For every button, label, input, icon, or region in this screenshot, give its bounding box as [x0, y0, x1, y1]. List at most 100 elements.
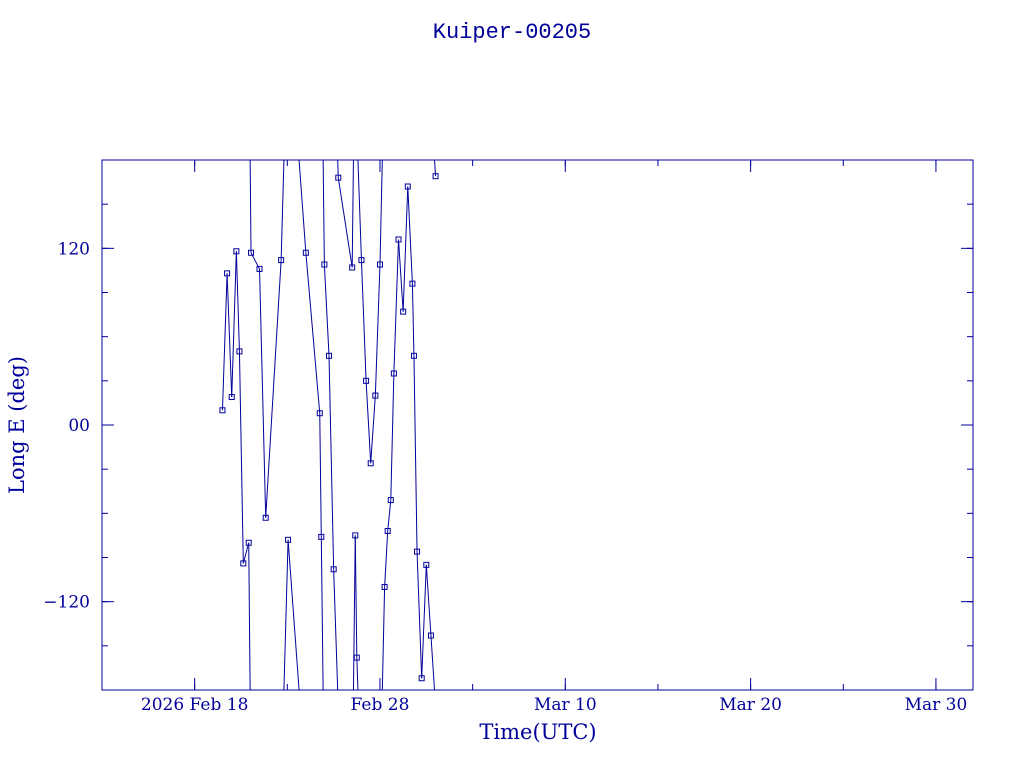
data-point-marker	[353, 654, 360, 661]
series-segment	[248, 542, 251, 691]
y-tick-label: 00	[68, 416, 90, 436]
series-segment	[238, 351, 244, 564]
series-segment	[265, 260, 282, 518]
series-segment	[411, 283, 415, 356]
series-segment	[430, 635, 436, 691]
series-segment	[356, 657, 359, 691]
x-tick-label: Mar 10	[534, 695, 597, 715]
data-point-marker	[395, 236, 402, 243]
data-point-marker	[228, 394, 235, 401]
longitude-series	[221, 159, 437, 691]
series-segment	[320, 536, 324, 691]
data-point-marker	[372, 392, 379, 399]
data-point-marker	[400, 308, 407, 315]
data-point-marker	[316, 410, 323, 417]
series-segment	[398, 239, 404, 312]
series-segment	[387, 500, 392, 532]
series-segment	[384, 530, 389, 587]
series-segment	[221, 273, 228, 411]
data-point-marker	[236, 348, 243, 355]
data-point-marker	[302, 249, 309, 256]
series-segment	[352, 535, 356, 691]
series-segment	[365, 380, 372, 464]
data-point-marker	[409, 280, 416, 287]
data-point-marker	[404, 183, 411, 190]
y-tick-label: −120	[43, 593, 90, 613]
data-point-marker	[418, 675, 425, 682]
data-point-marker	[285, 536, 292, 543]
series-segment	[381, 586, 386, 691]
series-segment	[287, 539, 300, 691]
data-point-marker	[390, 370, 397, 377]
x-tick-label: Feb 28	[351, 695, 410, 715]
series-segment	[357, 159, 362, 261]
series-segment	[319, 413, 322, 537]
series-segment	[425, 564, 432, 636]
series-segment	[231, 251, 237, 398]
data-point-marker	[387, 497, 394, 504]
data-point-marker	[278, 257, 285, 264]
y-tick-labels: −120 00 120	[43, 239, 90, 612]
series-segment	[416, 551, 423, 679]
series-segment	[242, 542, 250, 564]
series-segment	[283, 539, 289, 691]
data-point-marker	[384, 528, 391, 534]
series-segment	[379, 159, 383, 265]
series-segment	[328, 355, 335, 570]
data-point-marker	[358, 257, 365, 264]
data-point-marker	[414, 548, 421, 555]
series-segment	[370, 395, 376, 464]
data-point-marker	[318, 533, 325, 540]
series-segment	[407, 186, 413, 284]
data-point-marker	[349, 264, 356, 271]
series-segment	[402, 186, 409, 312]
series-segment	[351, 159, 354, 268]
data-point-marker	[224, 270, 231, 277]
data-point-marker	[326, 352, 333, 359]
chart-title: Kuiper-00205	[433, 20, 591, 45]
data-point-marker	[262, 514, 269, 521]
series-segment	[249, 159, 252, 253]
series-segment	[305, 252, 321, 414]
longitude-markers	[219, 173, 439, 682]
series-segment	[322, 159, 325, 265]
series-segment	[298, 159, 307, 253]
data-point-marker	[256, 265, 263, 272]
series-segment	[337, 177, 353, 268]
data-point-marker	[363, 377, 370, 384]
series-segment	[413, 355, 418, 552]
data-point-marker	[330, 566, 337, 573]
series-segment	[360, 260, 367, 381]
x-axis-label: Time(UTC)	[479, 720, 596, 744]
x-tick-label: Mar 20	[719, 695, 782, 715]
data-point-marker	[335, 174, 342, 181]
data-point-marker	[233, 248, 240, 255]
data-point-marker	[432, 173, 439, 180]
series-segment	[226, 273, 233, 398]
data-point-marker	[321, 261, 328, 268]
axis-ticks	[101, 159, 973, 691]
series-segment	[280, 159, 285, 261]
series-segment	[374, 264, 381, 396]
data-point-marker	[427, 632, 434, 639]
data-point-marker	[248, 249, 255, 256]
series-segment	[390, 373, 395, 501]
y-tick-label: 120	[58, 239, 90, 259]
series-segment	[333, 569, 339, 691]
data-point-marker	[367, 460, 374, 467]
x-tick-label: Mar 30	[905, 695, 968, 715]
series-segment	[393, 239, 400, 374]
data-point-marker	[245, 539, 252, 546]
series-segment	[421, 564, 427, 679]
series-segment	[354, 535, 358, 658]
series-segment	[259, 268, 267, 518]
data-point-marker	[219, 407, 226, 414]
x-tick-label: 2026 Feb 18	[141, 695, 249, 715]
x-tick-labels: 2026 Feb 18 Feb 28 Mar 10 Mar 20 Mar 30	[141, 695, 967, 715]
series-segment	[323, 264, 330, 356]
data-point-marker	[410, 352, 417, 359]
data-point-marker	[423, 561, 430, 568]
data-point-marker	[240, 560, 247, 567]
data-point-marker	[352, 532, 359, 539]
